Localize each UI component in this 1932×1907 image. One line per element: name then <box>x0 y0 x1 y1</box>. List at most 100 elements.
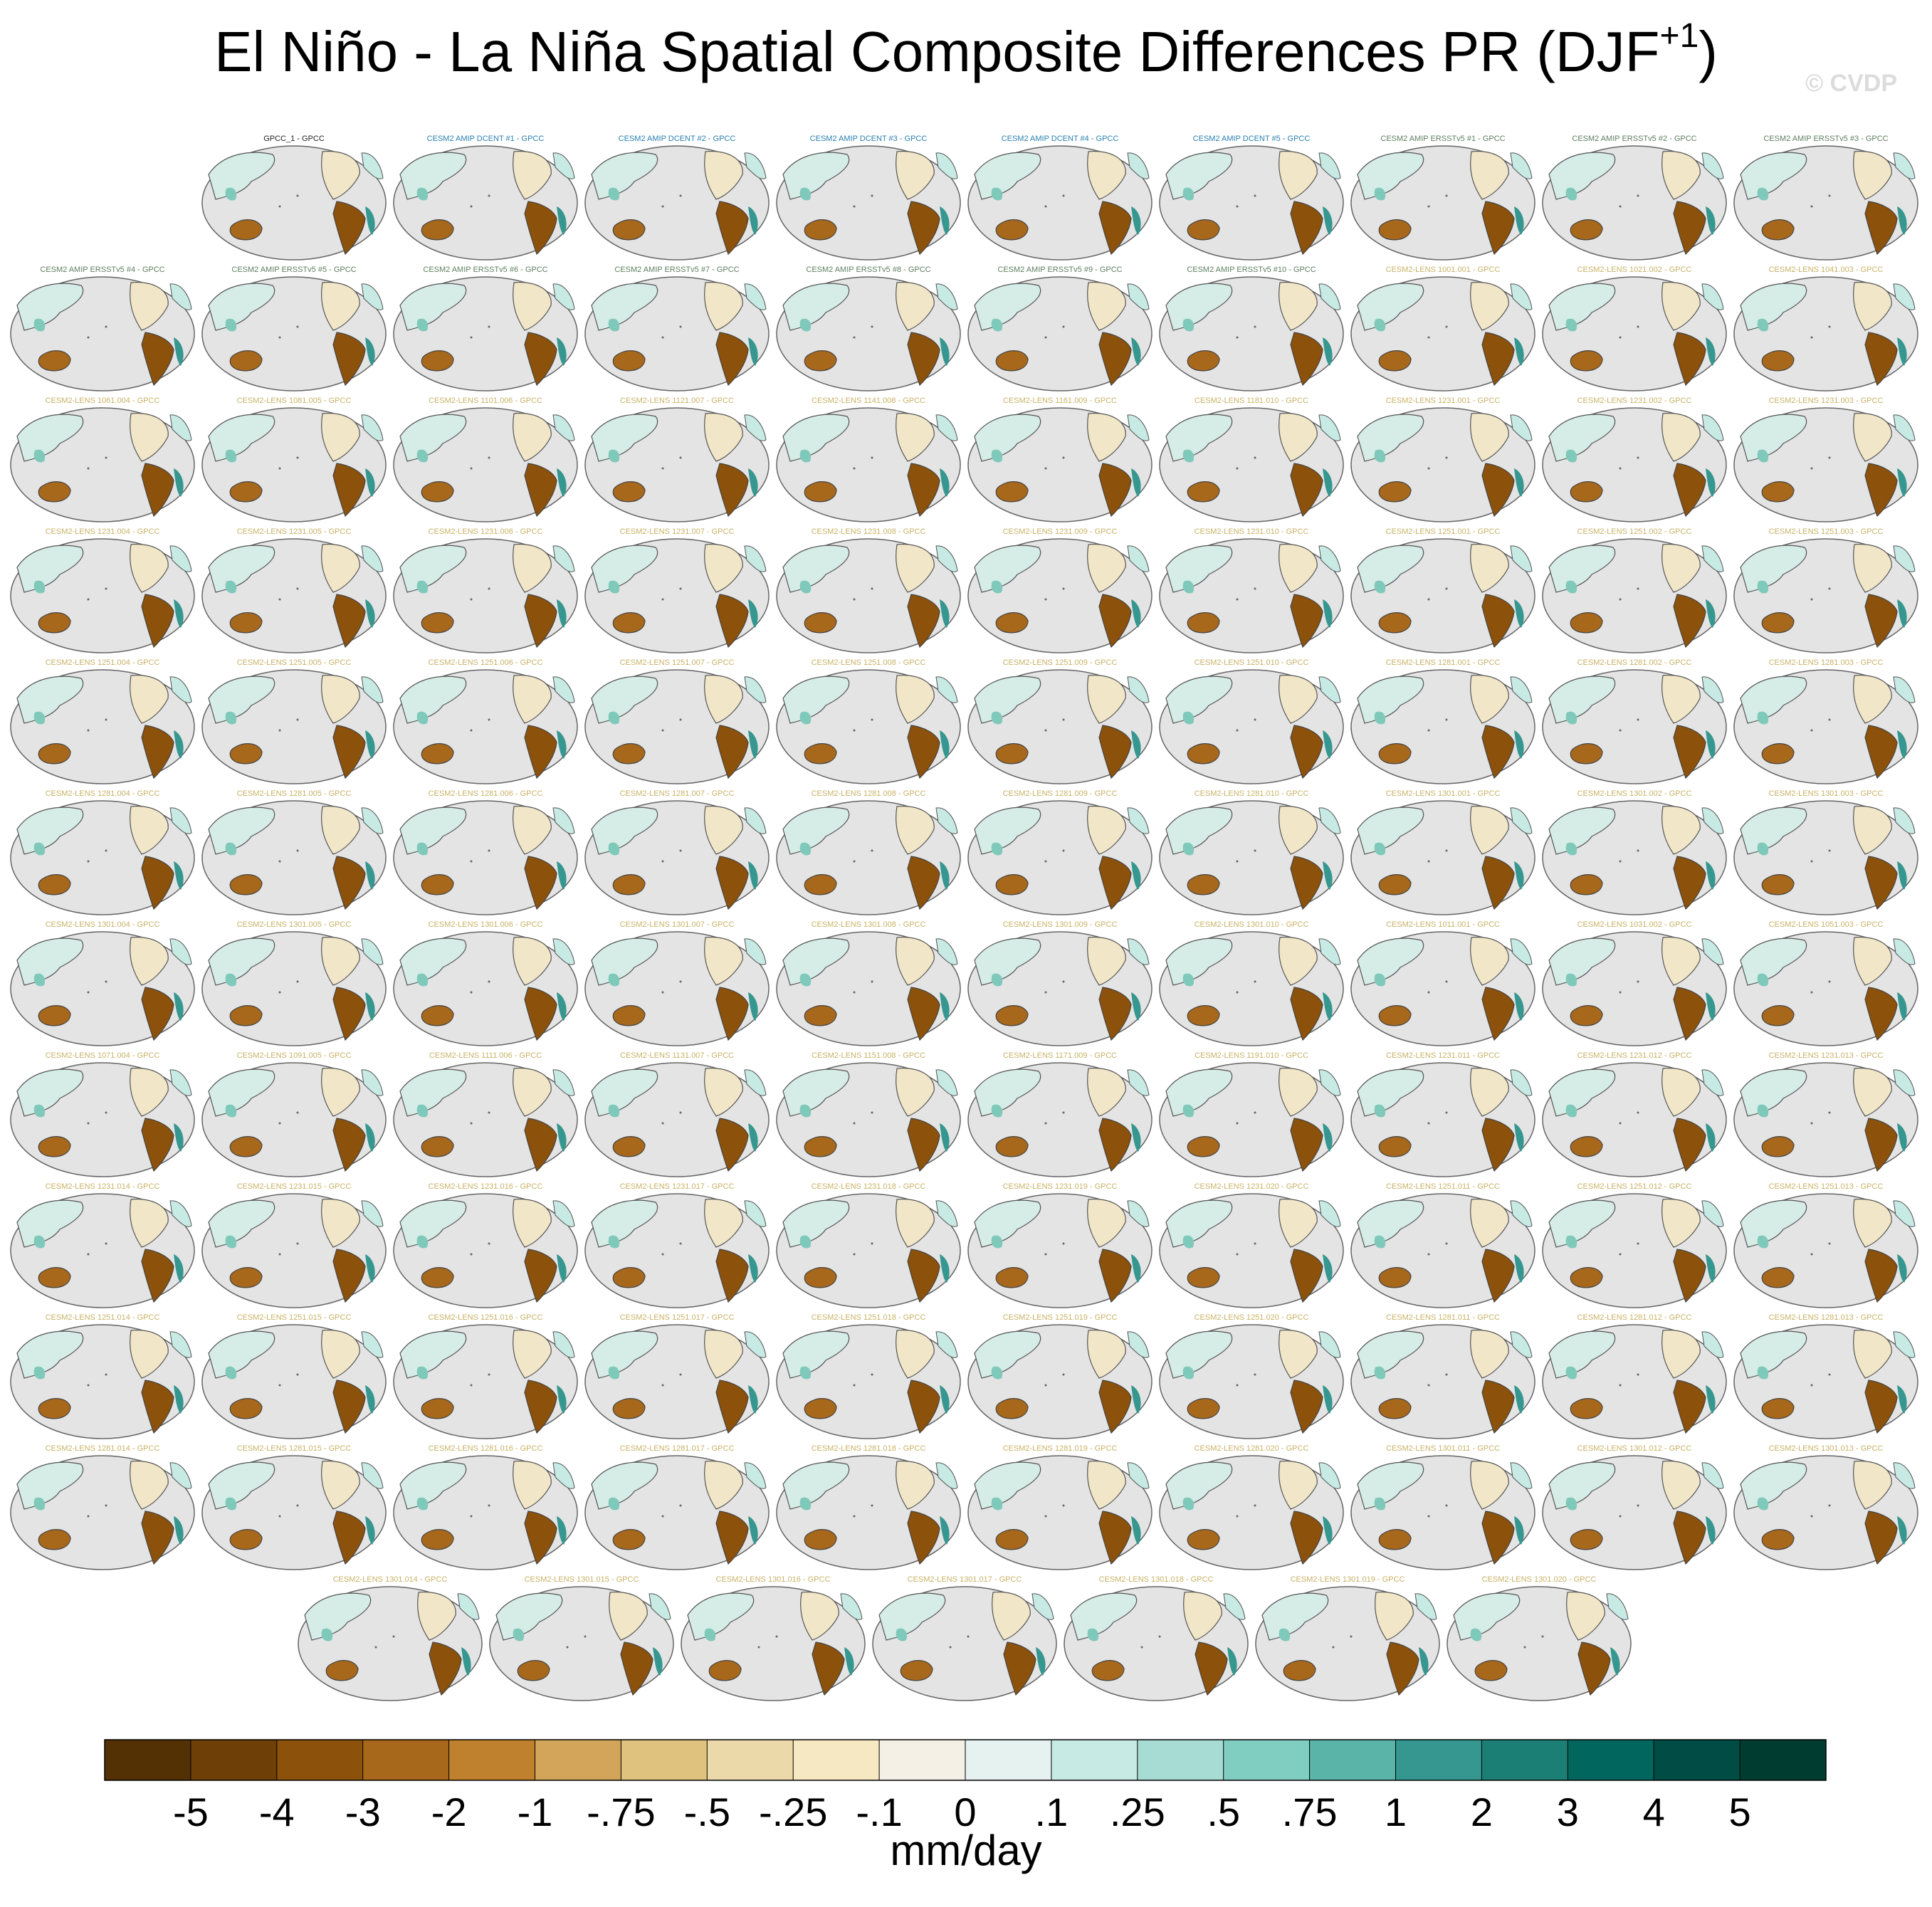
map-panel <box>393 800 578 915</box>
map-panel <box>1159 1324 1344 1439</box>
panel-title: CESM2-LENS 1281.011 - GPCC <box>1386 1313 1500 1322</box>
map-panel <box>393 538 578 653</box>
map-panel <box>298 1586 483 1701</box>
map-panel <box>967 800 1153 915</box>
map-panel <box>1733 800 1918 915</box>
map-panel <box>584 407 770 522</box>
map-panel <box>967 931 1153 1046</box>
colorbar-box <box>879 1740 966 1780</box>
map-panel <box>1350 800 1535 915</box>
panel-title: CESM2-LENS 1301.013 - GPCC <box>1769 1444 1884 1453</box>
colorbar-tick-label: .75 <box>1282 1790 1338 1834</box>
title-superscript: +1 <box>1660 17 1699 55</box>
map-panel <box>584 276 770 392</box>
panel-title: CESM2-LENS 1091.005 - GPCC <box>237 1051 352 1060</box>
panel-title: CESM2-LENS 1301.016 - GPCC <box>716 1575 831 1584</box>
panel-title: CESM2-LENS 1231.018 - GPCC <box>812 1182 926 1191</box>
map-panel <box>1350 931 1535 1046</box>
colorbar-tick-label: 4 <box>1643 1790 1665 1834</box>
colorbar-label: mm/day <box>890 1827 1041 1874</box>
map-panel <box>776 1062 961 1177</box>
panel-title: CESM2-LENS 1191.010 - GPCC <box>1195 1051 1308 1060</box>
map-panel <box>1733 1324 1918 1439</box>
map-panel <box>584 1324 770 1439</box>
colorbar-tick-label: -.1 <box>856 1790 902 1834</box>
map-panel <box>201 669 387 784</box>
colorbar-box <box>1654 1740 1741 1780</box>
map-panel <box>1350 1193 1535 1308</box>
panel-title: CESM2-LENS 1131.007 - GPCC <box>620 1051 734 1060</box>
map-panel <box>776 1324 961 1439</box>
watermark: © CVDP <box>1805 70 1897 97</box>
panel-title: CESM2-LENS 1251.013 - GPCC <box>1769 1182 1884 1191</box>
panel-title: CESM2-LENS 1281.016 - GPCC <box>429 1444 543 1453</box>
map-panel <box>1733 145 1918 261</box>
panel-title: CESM2 AMIP DCENT #4 - GPCC <box>1002 135 1119 143</box>
panel-title: CESM2 AMIP ERSSTv5 #6 - GPCC <box>423 266 547 274</box>
map-panel <box>1447 1586 1632 1701</box>
map-panel <box>776 145 961 261</box>
panel-title: CESM2-LENS 1231.020 - GPCC <box>1195 1182 1309 1191</box>
panel-title: CESM2-LENS 1281.014 - GPCC <box>46 1444 160 1453</box>
panel-title: CESM2-LENS 1031.002 - GPCC <box>1577 920 1692 929</box>
panel-title: CESM2 AMIP ERSSTv5 #8 - GPCC <box>806 266 930 274</box>
map-panel <box>967 407 1153 522</box>
panel-title: CESM2-LENS 1281.007 - GPCC <box>620 789 735 798</box>
colorbar-tick-label: .5 <box>1207 1790 1240 1834</box>
map-panel <box>201 1455 387 1570</box>
colorbar-box <box>1051 1740 1138 1780</box>
panel-title: CESM2-LENS 1231.008 - GPCC <box>812 527 926 536</box>
panel-title: CESM2 AMIP ERSSTv5 #2 - GPCC <box>1572 135 1696 143</box>
map-panel <box>967 145 1153 261</box>
panel-title: CESM2-LENS 1301.020 - GPCC <box>1482 1575 1597 1584</box>
map-panel <box>10 800 195 915</box>
panel-title: CESM2-LENS 1251.014 - GPCC <box>46 1313 160 1322</box>
panel-title: CESM2-LENS 1171.009 - GPCC <box>1003 1051 1117 1060</box>
map-panel <box>584 538 770 653</box>
panel-title: CESM2-LENS 1301.012 - GPCC <box>1577 1444 1692 1453</box>
panel-title: CESM2-LENS 1251.010 - GPCC <box>1195 658 1309 667</box>
colorbar-box <box>1481 1740 1568 1780</box>
map-panel <box>393 1455 578 1570</box>
map-panel <box>584 931 770 1046</box>
colorbar-box <box>621 1740 708 1780</box>
map-panel <box>201 800 387 915</box>
map-panel <box>967 1062 1153 1177</box>
panel-title: CESM2-LENS 1301.008 - GPCC <box>812 920 926 929</box>
colorbar-box <box>190 1740 278 1780</box>
panel-title: CESM2-LENS 1231.009 - GPCC <box>1003 527 1118 536</box>
panel-title: CESM2-LENS 1281.006 - GPCC <box>429 789 543 798</box>
panel-title: CESM2-LENS 1281.008 - GPCC <box>812 789 926 798</box>
map-panel <box>393 931 578 1046</box>
colorbar-box <box>448 1740 535 1780</box>
panel-title: CESM2-LENS 1281.012 - GPCC <box>1577 1313 1692 1322</box>
colorbar-tick-label: .1 <box>1035 1790 1069 1834</box>
map-panel <box>967 1324 1153 1439</box>
panel-title: CESM2-LENS 1301.015 - GPCC <box>525 1575 639 1584</box>
colorbar: -5 -4 -3 -2 -1 -.75 -.5 -.25 -.1 0 .1 .25 .5 .75 1 2 3 4 5 <box>104 1739 1827 1834</box>
colorbar-tick-label: -3 <box>345 1790 381 1834</box>
colorbar-tick-label: 2 <box>1471 1790 1493 1834</box>
panel-title: CESM2-LENS 1301.014 - GPCC <box>333 1575 448 1584</box>
map-panel <box>584 669 770 784</box>
map-panel <box>1733 1455 1918 1570</box>
map-panel <box>776 669 961 784</box>
map-panel <box>393 1193 578 1308</box>
panel-title: CESM2-LENS 1281.003 - GPCC <box>1769 658 1884 667</box>
colorbar-tick-label: 3 <box>1557 1790 1579 1834</box>
map-panel <box>1733 538 1918 653</box>
map-panel <box>1159 145 1344 261</box>
colorbar-tick-label: -.5 <box>684 1790 730 1834</box>
colorbar-tick-label: -1 <box>518 1790 553 1834</box>
map-panel <box>10 931 195 1046</box>
panel-title: CESM2-LENS 1251.017 - GPCC <box>620 1313 735 1322</box>
map-panel <box>872 1586 1057 1701</box>
map-panel <box>1733 276 1918 392</box>
map-panel <box>1542 1193 1727 1308</box>
panel-title: CESM2-LENS 1071.004 - GPCC <box>46 1051 160 1060</box>
colorbar-tick-label: 1 <box>1385 1790 1407 1834</box>
map-panel <box>201 931 387 1046</box>
panel-title: CESM2-LENS 1231.002 - GPCC <box>1577 396 1692 405</box>
colorbar-box <box>276 1740 364 1780</box>
panel-title: CESM2 AMIP DCENT #1 - GPCC <box>427 135 545 143</box>
